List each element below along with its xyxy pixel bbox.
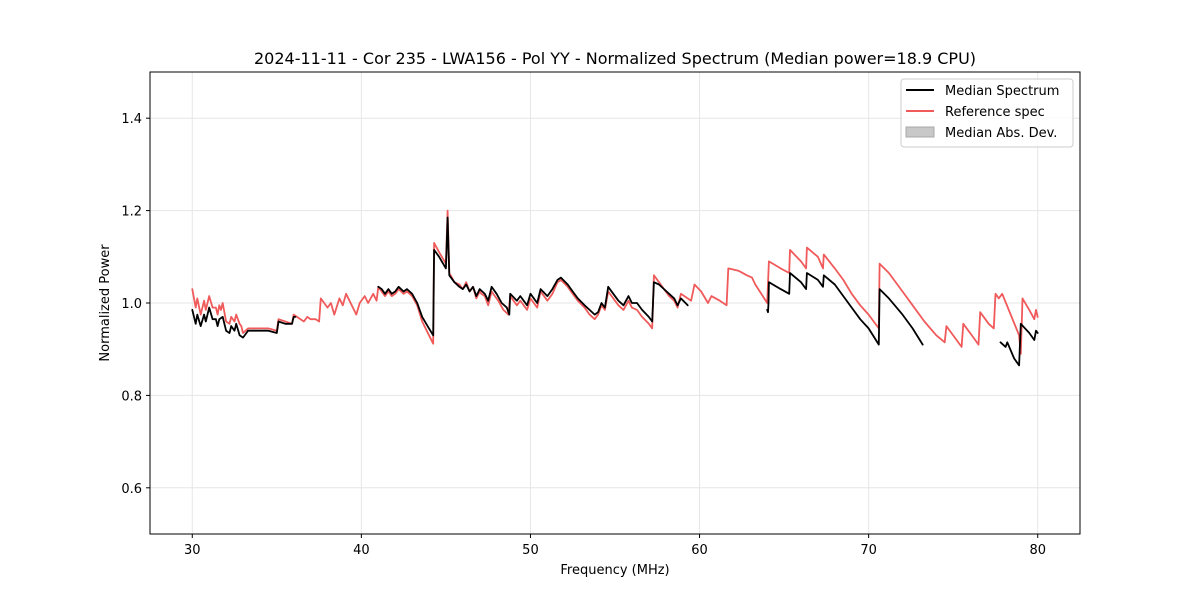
x-tick-label: 70 [860,543,877,558]
x-tick-label: 80 [1029,543,1046,558]
legend-label-median-abs-dev: Median Abs. Dev. [945,126,1057,141]
x-tick-label: 60 [691,543,708,558]
median-spectrum-line-segment-2 [766,272,924,346]
y-tick-label: 0.6 [121,482,142,497]
x-axis: 30 40 50 60 70 80 [184,534,1046,558]
median-spectrum-line-segment-0 [191,306,297,339]
legend: Median Spectrum Reference spec Median Ab… [900,78,1074,148]
series-layer [191,209,1039,367]
plot-area [191,209,1039,367]
legend-label-reference-spec: Reference spec [945,105,1045,120]
x-tick-label: 40 [353,543,370,558]
reference-spec-line-segment-0 [191,209,1039,355]
y-tick-label: 1.2 [121,205,142,220]
y-tick-label: 0.8 [121,389,142,404]
median-spectrum-line-segment-3 [999,322,1039,367]
x-axis-label: Frequency (MHz) [560,563,669,578]
y-tick-label: 1.0 [121,297,142,312]
median-spectrum-line-segment-1 [377,216,689,337]
y-tick-label: 1.4 [121,112,142,127]
x-tick-label: 30 [184,543,201,558]
chart-title: 2024-11-11 - Cor 235 - LWA156 - Pol YY -… [254,49,976,68]
y-axis-label: Normalized Power [98,244,113,362]
x-tick-label: 50 [522,543,539,558]
legend-swatch-median-abs-dev [905,126,935,138]
legend-label-median-spectrum: Median Spectrum [945,84,1059,99]
legend-box [900,78,1074,148]
y-axis: 0.6 0.8 1.0 1.2 1.4 [121,112,150,497]
